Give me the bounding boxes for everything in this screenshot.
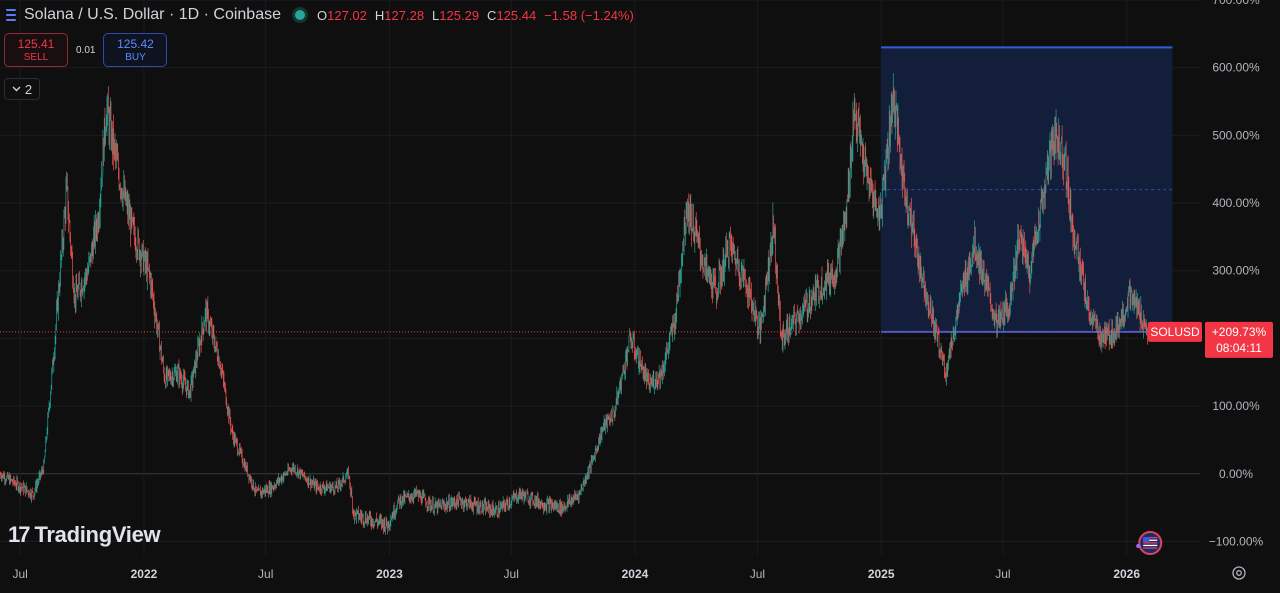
indicators-toggle-button[interactable]: 2 <box>4 78 40 100</box>
price-axis[interactable]: −100.00%0.00%100.00%200.00%300.00%400.00… <box>1209 0 1264 548</box>
tradingview-logo-mark: 17 <box>8 522 31 547</box>
y-tick-label: 700.00% <box>1212 0 1260 7</box>
ohlc-value: 125.44 <box>496 7 537 23</box>
buy-button[interactable]: 125.42 BUY <box>103 33 168 67</box>
us-flag-icon[interactable] <box>1138 531 1163 555</box>
hamburger-icon[interactable] <box>6 9 16 21</box>
x-tick-label: 2024 <box>622 567 649 581</box>
trade-buttons: 125.41 SELL 0.01 125.42 BUY <box>4 33 168 67</box>
chevron-down-icon <box>12 86 21 92</box>
y-tick-label: 300.00% <box>1212 264 1260 278</box>
tradingview-logo[interactable]: 17 TradingView <box>8 522 161 548</box>
ohlc-key: H <box>374 7 385 23</box>
ohlc-value: 127.02 <box>327 7 367 23</box>
flag-stripe <box>1143 547 1158 549</box>
ohlc-key: L <box>432 7 440 23</box>
change-value: −1.58 (−1.24%) <box>544 7 634 23</box>
x-tick-label: Jul <box>504 567 519 581</box>
rectangle-drawing[interactable] <box>881 46 1173 333</box>
status-dot-icon <box>295 10 305 20</box>
y-tick-label: 0.00% <box>1219 467 1253 481</box>
symbol-tag-box <box>1148 321 1202 342</box>
price-tag-box <box>1205 321 1273 358</box>
flag-stripe <box>1143 542 1158 544</box>
x-tick-label: 2022 <box>131 567 158 581</box>
marker-dot <box>1136 544 1141 548</box>
candles <box>0 73 1148 535</box>
y-tick-label: 500.00% <box>1212 128 1260 142</box>
price-tag-countdown: 08:04:11 <box>1216 341 1262 355</box>
ohlc-values: O127.02 H127.28 L125.29 C125.44 −1.58 (−… <box>317 8 634 23</box>
sell-price: 125.41 <box>17 37 55 51</box>
symbol-title[interactable]: Solana / U.S. Dollar · 1D · Coinbase <box>24 6 281 23</box>
symbol-legend[interactable]: Solana / U.S. Dollar · 1D · Coinbase O12… <box>6 6 634 24</box>
flag-stripe <box>1143 537 1158 539</box>
settings-gear-icon[interactable] <box>1231 565 1247 581</box>
y-tick-label: 600.00% <box>1212 61 1260 75</box>
price-tag: SOLUSD +209.73% 08:04:11 <box>1148 321 1273 358</box>
flag-canton <box>1143 537 1150 542</box>
price-tag-change: +209.73% <box>1212 325 1267 339</box>
y-tick-label: 400.00% <box>1212 196 1260 210</box>
y-tick-label: −100.00% <box>1209 534 1264 548</box>
sell-button[interactable]: 125.41 SELL <box>4 33 68 67</box>
ohlc-key: C <box>487 7 497 23</box>
sell-label: SELL <box>23 52 49 63</box>
time-axis[interactable]: Jul 2022 Jul 2023 Jul 2024 Jul 2025 Jul 2026 <box>13 567 1141 581</box>
x-tick-label: Jul <box>750 567 765 581</box>
flag-stripe <box>1143 539 1158 541</box>
x-tick-label: 2025 <box>868 567 895 581</box>
buy-label: BUY <box>125 52 146 63</box>
x-tick-label: Jul <box>13 567 28 581</box>
event-markers[interactable] <box>1136 531 1163 555</box>
x-tick-label: Jul <box>258 567 273 581</box>
indicators-count: 2 <box>24 81 33 97</box>
logo-text: TradingView <box>34 522 161 547</box>
symbol-tag-label: SOLUSD <box>1150 325 1200 339</box>
x-tick-label: 2026 <box>1113 567 1140 581</box>
ohlc-value: 125.29 <box>439 7 480 23</box>
x-tick-label: 2023 <box>376 567 403 581</box>
buy-price: 125.42 <box>117 37 154 51</box>
ohlc-key: O <box>317 7 328 23</box>
x-tick-label: Jul <box>995 567 1010 581</box>
ohlc-value: 127.28 <box>384 7 425 23</box>
spread-value: 0.01 <box>76 44 96 56</box>
flag-stripe <box>1143 544 1158 547</box>
y-tick-label: 100.00% <box>1212 399 1260 413</box>
